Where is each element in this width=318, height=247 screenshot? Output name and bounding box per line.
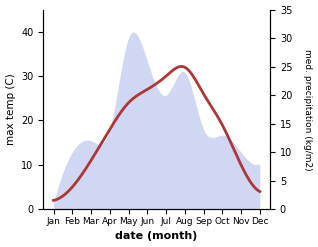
Y-axis label: max temp (C): max temp (C) bbox=[5, 74, 16, 145]
X-axis label: date (month): date (month) bbox=[115, 231, 198, 242]
Y-axis label: med. precipitation (kg/m2): med. precipitation (kg/m2) bbox=[303, 49, 313, 170]
